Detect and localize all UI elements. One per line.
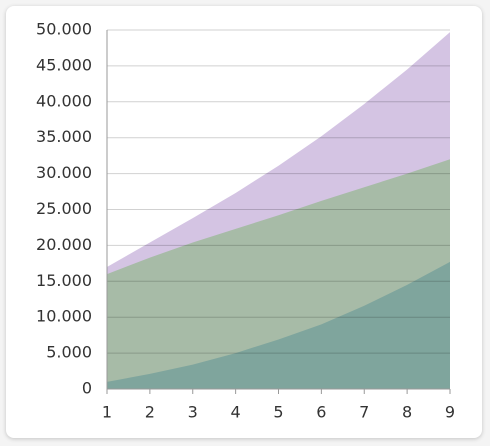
- y-tick-label: 35.000: [36, 127, 92, 146]
- y-tick-label: 25.000: [36, 199, 92, 218]
- x-tick-label: 1: [102, 403, 112, 422]
- x-tick-label: 7: [359, 403, 369, 422]
- y-tick-label: 0: [82, 379, 92, 398]
- y-tick-label: 15.000: [36, 271, 92, 290]
- area: [107, 261, 450, 389]
- y-tick-label: 5.000: [46, 343, 92, 362]
- y-tick-label: 45.000: [36, 55, 92, 74]
- x-tick-label: 9: [445, 403, 455, 422]
- y-tick-label: 40.000: [36, 91, 92, 110]
- x-tick-label: 8: [402, 403, 412, 422]
- x-tick-label: 6: [316, 403, 326, 422]
- x-tick-label: 4: [231, 403, 241, 422]
- x-tick-label: 3: [188, 403, 198, 422]
- x-tick-label: 5: [273, 403, 283, 422]
- y-tick-label: 50.000: [36, 20, 92, 39]
- y-tick-label: 20.000: [36, 235, 92, 254]
- y-tick-label: 10.000: [36, 307, 92, 326]
- x-tick-label: 2: [145, 403, 155, 422]
- y-tick-label: 30.000: [36, 163, 92, 182]
